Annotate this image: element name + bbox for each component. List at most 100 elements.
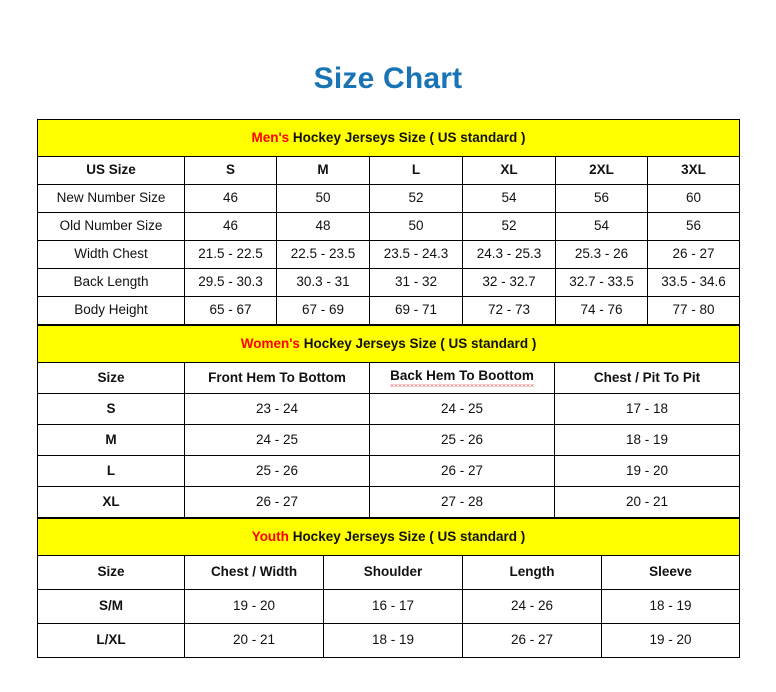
mens-row-label-4: Body Height bbox=[37, 296, 185, 325]
mens-col-header-0: US Size bbox=[37, 156, 185, 185]
womens-size-table: Women's Hockey Jerseys Size ( US standar… bbox=[36, 325, 741, 518]
youth-cell-0-1: 16 - 17 bbox=[323, 589, 463, 624]
mens-cell-2-3: 24.3 - 25.3 bbox=[462, 240, 556, 269]
womens-banner-accent: Women's bbox=[240, 335, 300, 351]
mens-row-label-0: New Number Size bbox=[37, 184, 185, 213]
mens-cell-4-5: 77 - 80 bbox=[647, 296, 740, 325]
mens-cell-3-0: 29.5 - 30.3 bbox=[184, 268, 277, 297]
youth-section-banner: Youth Hockey Jerseys Size ( US standard … bbox=[37, 518, 740, 556]
womens-row-label-3: XL bbox=[37, 486, 185, 518]
mens-cell-1-2: 50 bbox=[369, 212, 463, 241]
mens-col-header-5: 2XL bbox=[555, 156, 648, 185]
youth-cell-1-2: 26 - 27 bbox=[462, 623, 602, 658]
mens-cell-3-2: 31 - 32 bbox=[369, 268, 463, 297]
womens-cell-1-1: 25 - 26 bbox=[369, 424, 555, 456]
mens-col-header-3: L bbox=[369, 156, 463, 185]
mens-cell-0-5: 60 bbox=[647, 184, 740, 213]
womens-col-header-0: Size bbox=[37, 362, 185, 394]
mens-cell-3-1: 30.3 - 31 bbox=[276, 268, 370, 297]
mens-cell-0-3: 54 bbox=[462, 184, 556, 213]
mens-cell-4-4: 74 - 76 bbox=[555, 296, 648, 325]
mens-col-header-4: XL bbox=[462, 156, 556, 185]
mens-cell-0-4: 56 bbox=[555, 184, 648, 213]
mens-cell-1-3: 52 bbox=[462, 212, 556, 241]
womens-cell-1-0: 24 - 25 bbox=[184, 424, 370, 456]
mens-col-header-6: 3XL bbox=[647, 156, 740, 185]
youth-cell-0-3: 18 - 19 bbox=[601, 589, 740, 624]
mens-banner-row: Men's Hockey Jerseys Size ( US standard … bbox=[37, 119, 740, 157]
womens-row-label-1: M bbox=[37, 424, 185, 456]
mens-cell-3-5: 33.5 - 34.6 bbox=[647, 268, 740, 297]
youth-cell-1-0: 20 - 21 bbox=[184, 623, 324, 658]
mens-cell-1-4: 54 bbox=[555, 212, 648, 241]
womens-cell-0-2: 17 - 18 bbox=[553, 393, 741, 425]
youth-header-row: Size Chest / Width Shoulder Length Sleev… bbox=[37, 555, 740, 590]
mens-cell-4-1: 67 - 69 bbox=[276, 296, 370, 325]
womens-cell-3-2: 20 - 21 bbox=[553, 486, 741, 518]
mens-row-label-3: Back Length bbox=[37, 268, 185, 297]
mens-cell-2-0: 21.5 - 22.5 bbox=[184, 240, 277, 269]
youth-col-header-4: Sleeve bbox=[601, 555, 740, 590]
youth-banner-row: Youth Hockey Jerseys Size ( US standard … bbox=[37, 518, 740, 556]
youth-banner-rest: Hockey Jerseys Size ( US standard ) bbox=[288, 528, 526, 544]
womens-cell-2-1: 26 - 27 bbox=[369, 455, 555, 487]
mens-cell-0-0: 46 bbox=[184, 184, 277, 213]
mens-cell-4-2: 69 - 71 bbox=[369, 296, 463, 325]
mens-cell-2-5: 26 - 27 bbox=[647, 240, 740, 269]
mens-banner-rest: Hockey Jerseys Size ( US standard ) bbox=[289, 129, 526, 145]
mens-cell-2-4: 25.3 - 26 bbox=[555, 240, 648, 269]
mens-cell-0-1: 50 bbox=[276, 184, 370, 213]
youth-size-table: Youth Hockey Jerseys Size ( US standard … bbox=[37, 518, 740, 658]
mens-cell-4-0: 65 - 67 bbox=[184, 296, 277, 325]
mens-row-label-2: Width Chest bbox=[37, 240, 185, 269]
youth-col-header-2: Shoulder bbox=[323, 555, 463, 590]
womens-banner-rest: Hockey Jerseys Size ( US standard ) bbox=[299, 335, 537, 351]
mens-header-row: US Size S M L XL 2XL 3XL bbox=[37, 156, 740, 185]
mens-col-header-1: S bbox=[184, 156, 277, 185]
mens-section-banner: Men's Hockey Jerseys Size ( US standard … bbox=[37, 119, 740, 157]
mens-cell-3-4: 32.7 - 33.5 bbox=[555, 268, 648, 297]
womens-col-header-3: Chest / Pit To Pit bbox=[553, 362, 741, 394]
womens-col-header-2: Back Hem To Boottom bbox=[369, 362, 555, 394]
table-row: S 23 - 24 24 - 25 17 - 18 bbox=[37, 393, 741, 425]
mens-cell-1-0: 46 bbox=[184, 212, 277, 241]
youth-col-header-0: Size bbox=[37, 555, 185, 590]
youth-cell-0-0: 19 - 20 bbox=[184, 589, 324, 624]
womens-banner-row: Women's Hockey Jerseys Size ( US standar… bbox=[36, 325, 741, 363]
table-row: Width Chest 21.5 - 22.5 22.5 - 23.5 23.5… bbox=[37, 240, 740, 269]
womens-row-label-2: L bbox=[37, 455, 185, 487]
womens-header-row: Size Front Hem To Bottom Back Hem To Boo… bbox=[37, 362, 741, 394]
mens-cell-2-2: 23.5 - 24.3 bbox=[369, 240, 463, 269]
table-row: M 24 - 25 25 - 26 18 - 19 bbox=[37, 424, 741, 456]
table-row: L 25 - 26 26 - 27 19 - 20 bbox=[37, 455, 741, 487]
table-row: New Number Size 46 50 52 54 56 60 bbox=[37, 184, 740, 213]
womens-cell-0-1: 24 - 25 bbox=[369, 393, 555, 425]
mens-cell-3-3: 32 - 32.7 bbox=[462, 268, 556, 297]
womens-section-banner: Women's Hockey Jerseys Size ( US standar… bbox=[36, 325, 741, 363]
youth-col-header-3: Length bbox=[462, 555, 602, 590]
mens-cell-0-2: 52 bbox=[369, 184, 463, 213]
page-title: Size Chart bbox=[313, 62, 463, 95]
youth-row-label-0: S/M bbox=[37, 589, 185, 624]
table-row: Back Length 29.5 - 30.3 30.3 - 31 31 - 3… bbox=[37, 268, 740, 297]
mens-banner-accent: Men's bbox=[251, 129, 290, 145]
mens-cell-4-3: 72 - 73 bbox=[462, 296, 556, 325]
womens-cell-3-1: 27 - 28 bbox=[369, 486, 555, 518]
mens-row-label-1: Old Number Size bbox=[37, 212, 185, 241]
table-row: XL 26 - 27 27 - 28 20 - 21 bbox=[37, 486, 741, 518]
youth-cell-1-1: 18 - 19 bbox=[323, 623, 463, 658]
mens-size-table: Men's Hockey Jerseys Size ( US standard … bbox=[37, 119, 740, 325]
womens-cell-1-2: 18 - 19 bbox=[553, 424, 741, 456]
table-row: Body Height 65 - 67 67 - 69 69 - 71 72 -… bbox=[37, 296, 740, 325]
womens-cell-2-2: 19 - 20 bbox=[553, 455, 741, 487]
youth-cell-0-2: 24 - 26 bbox=[462, 589, 602, 624]
womens-cell-0-0: 23 - 24 bbox=[184, 393, 370, 425]
womens-col-header-2-text: Back Hem To Boottom bbox=[390, 368, 534, 387]
womens-cell-3-0: 26 - 27 bbox=[184, 486, 370, 518]
youth-row-label-1: L/XL bbox=[37, 623, 185, 658]
table-row: S/M 19 - 20 16 - 17 24 - 26 18 - 19 bbox=[37, 589, 740, 624]
mens-cell-1-1: 48 bbox=[276, 212, 370, 241]
youth-cell-1-3: 19 - 20 bbox=[601, 623, 740, 658]
table-row: Old Number Size 46 48 50 52 54 56 bbox=[37, 212, 740, 241]
